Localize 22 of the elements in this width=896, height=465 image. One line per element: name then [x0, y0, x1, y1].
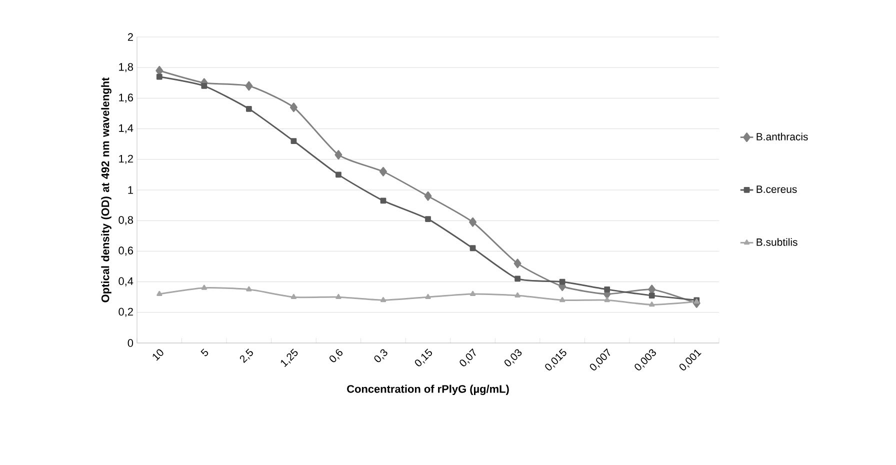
- x-axis-title: Concentration of rPlyG (µg/mL): [347, 384, 509, 396]
- legend-label: B.subtilis: [756, 238, 798, 246]
- y-tick-label: 1,4: [119, 124, 134, 134]
- x-tick-label: 0,6: [330, 349, 342, 362]
- x-tick-label: 0,03: [504, 349, 522, 366]
- x-tick-label: 0,3: [374, 349, 388, 362]
- y-tick-label: 0,2: [118, 308, 133, 317]
- y-tick-label: 0: [128, 339, 134, 347]
- x-tick-label: 5: [200, 348, 208, 356]
- y-tick-label: 1,6: [119, 94, 134, 103]
- y-tick-label: 0,6: [118, 246, 134, 256]
- x-tick-label: 2,5: [240, 348, 253, 364]
- y-tick-label: 1,2: [119, 154, 133, 164]
- y-tick-label: 0,8: [118, 216, 134, 226]
- y-tick-label: 0,4: [118, 277, 134, 286]
- y-axis-title: Optical density (OD) at 492 nm wavelenght: [101, 77, 112, 302]
- legend-label: B.anthracis: [756, 132, 808, 140]
- x-tick-label: 10: [152, 349, 164, 361]
- y-tick-label: 1,8: [119, 63, 134, 72]
- y-tick-label: 2: [128, 33, 133, 41]
- legend-label: B.cereus: [756, 186, 797, 193]
- y-tick-label: 1: [128, 186, 133, 194]
